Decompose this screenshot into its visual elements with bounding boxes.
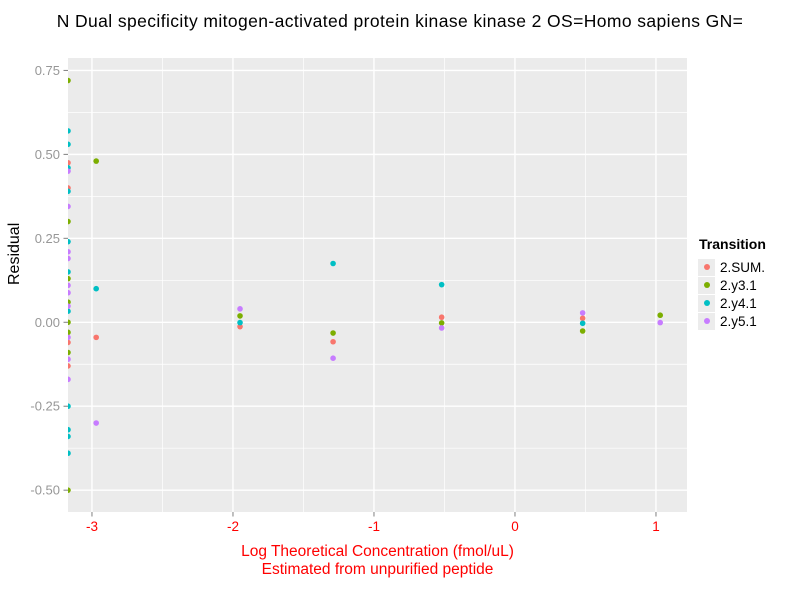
x-tick-label: -2: [227, 519, 239, 534]
clipped-data-point: [68, 218, 71, 225]
data-point: [93, 334, 100, 341]
data-point: [579, 320, 586, 327]
y-tick-label: 0.25: [35, 231, 60, 246]
x-tick-label: 0: [511, 519, 519, 534]
panel-background: [68, 58, 687, 512]
series-dot-icon: [703, 318, 710, 324]
clipped-data-point: [68, 269, 71, 275]
clipped-data-point: [68, 308, 71, 314]
legend-key: [698, 294, 715, 312]
data-point: [579, 315, 586, 322]
legend-item: 2.y5.1: [698, 312, 766, 330]
data-point: [579, 328, 586, 334]
clipped-data-point: [68, 282, 71, 289]
clipped-data-point: [68, 376, 71, 383]
clipped-data-point: [68, 289, 71, 296]
data-point: [438, 320, 445, 326]
legend-item: 2.y4.1: [698, 294, 766, 312]
y-tick-label: 0.50: [35, 147, 60, 162]
legend-item-label: 2.y3.1: [720, 277, 757, 293]
data-point: [237, 306, 243, 312]
data-point: [93, 420, 100, 426]
legend-key: [698, 312, 715, 330]
legend-key: [698, 276, 715, 294]
data-point: [330, 338, 336, 345]
y-tick-label: -0.25: [30, 399, 60, 414]
clipped-data-point: [68, 339, 71, 346]
data-point: [330, 355, 336, 362]
y-tick-label: 0.75: [35, 63, 60, 78]
clipped-data-point: [68, 141, 71, 148]
legend-item-label: 2.y4.1: [720, 295, 757, 311]
x-tick-label: -3: [86, 519, 98, 534]
clipped-data-point: [68, 168, 71, 174]
data-point: [237, 319, 243, 326]
data-point: [330, 260, 336, 267]
data-point: [93, 158, 100, 164]
data-point: [330, 330, 336, 336]
x-tick-label: -1: [368, 519, 380, 534]
clipped-data-point: [68, 303, 71, 309]
series-dot-icon: [703, 264, 710, 270]
clipped-data-point: [68, 275, 71, 282]
clipped-data-point: [68, 356, 71, 363]
legend-item-label: 2.SUM.: [720, 259, 766, 275]
clipped-data-point: [68, 248, 71, 255]
y-tick-label: -0.50: [30, 483, 60, 498]
clipped-data-point: [68, 188, 71, 195]
clipped-data-point: [68, 159, 71, 166]
clipped-data-point: [68, 403, 71, 410]
clipped-data-point: [68, 450, 71, 457]
data-point: [438, 281, 445, 288]
clipped-data-point: [68, 255, 71, 262]
x-tick-label: 1: [652, 519, 660, 534]
y-tick-label: 0.00: [35, 315, 60, 330]
clipped-data-point: [68, 319, 71, 326]
clipped-data-point: [68, 329, 71, 336]
series-dot-icon: [703, 300, 710, 306]
data-point: [237, 313, 243, 319]
legend: Transition 2.SUM. 2.y3.1 2.y4.1 2.y5.1: [698, 236, 766, 330]
clipped-data-point: [68, 334, 71, 341]
clipped-data-point: [68, 203, 71, 210]
legend-key: [698, 258, 715, 276]
legend-item: 2.y3.1: [698, 276, 766, 294]
x-axis-title-line1: Log Theoretical Concentration (fmol/uL): [241, 543, 514, 560]
legend-title: Transition: [699, 236, 766, 252]
x-axis-title: Log Theoretical Concentration (fmol/uL) …: [68, 543, 687, 579]
clipped-data-point: [68, 238, 71, 245]
plot-title: N Dual specificity mitogen-activated pro…: [56, 11, 744, 31]
data-point: [657, 319, 664, 326]
x-axis-title-line2: Estimated from unpurified peptide: [261, 561, 494, 578]
legend-item-label: 2.y5.1: [720, 313, 757, 329]
data-point: [438, 325, 445, 331]
data-point: [579, 310, 586, 316]
clipped-data-point: [68, 363, 71, 369]
clipped-data-point: [68, 487, 71, 493]
data-point: [237, 323, 243, 330]
clipped-data-point: [68, 433, 71, 440]
points-layer: [68, 77, 664, 493]
clipped-data-point: [68, 128, 71, 134]
legend-item: 2.SUM.: [698, 258, 766, 276]
data-point: [93, 285, 100, 292]
clipped-data-point: [68, 77, 71, 84]
data-point: [657, 312, 664, 319]
clipped-data-point: [68, 349, 71, 356]
series-dot-icon: [703, 282, 710, 288]
clipped-data-point: [68, 426, 71, 433]
data-point: [438, 314, 445, 321]
